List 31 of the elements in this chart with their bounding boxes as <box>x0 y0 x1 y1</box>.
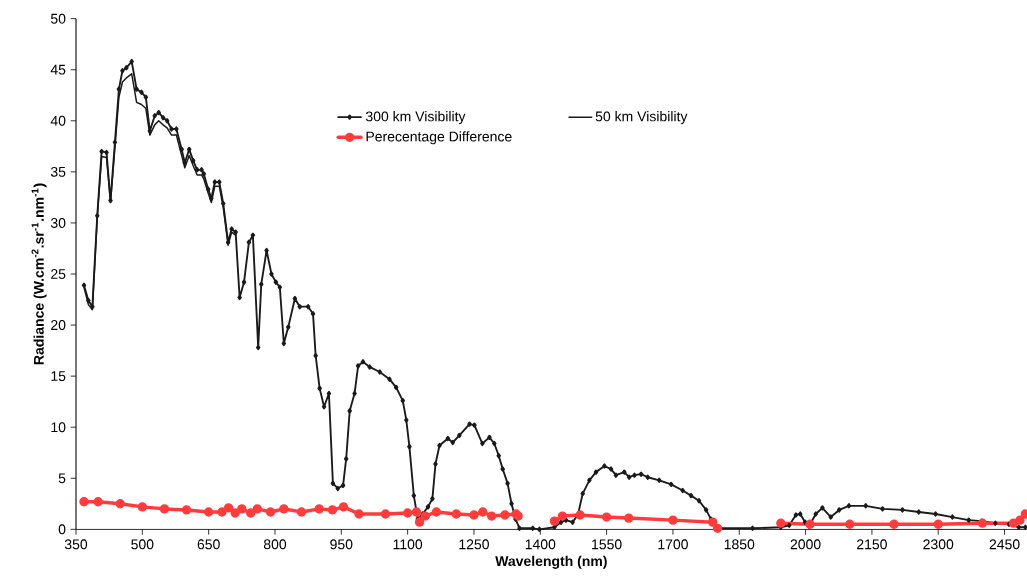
x-tick-label: 350 <box>64 539 88 550</box>
y-tick-label: 25 <box>51 269 66 279</box>
y-tick-label: 35 <box>50 166 66 177</box>
y-tick-label: 50 <box>50 13 66 24</box>
x-tick-label: 1100 <box>393 539 423 550</box>
legend-label: 300 km Visibility <box>365 111 466 125</box>
x-tick-label: 2300 <box>923 539 954 550</box>
x-tick-label: 500 <box>131 539 154 550</box>
x-tick-label: 800 <box>263 539 287 550</box>
y-tick-label: 45 <box>50 64 66 75</box>
x-tick-label: 650 <box>197 539 220 550</box>
y-tick-label: 0 <box>58 524 66 535</box>
x-tick-label: 1400 <box>525 539 556 550</box>
y-tick-label: 30 <box>50 217 66 228</box>
x-tick-label: 2450 <box>989 539 1020 550</box>
x-tick-label: 1700 <box>658 539 688 550</box>
x-axis-title: Wavelength (nm) <box>495 555 607 569</box>
x-tick-label: 950 <box>330 539 353 550</box>
y-tick-label: 5 <box>58 473 66 484</box>
x-tick-label: 1250 <box>459 539 489 550</box>
x-tick-label: 2000 <box>790 539 821 550</box>
x-tick-label: 1550 <box>592 539 622 550</box>
y-tick-label: 10 <box>51 422 66 433</box>
x-tick-label: 1850 <box>724 539 755 550</box>
y-tick-label: 20 <box>51 320 66 331</box>
y-tick-label: 40 <box>50 115 66 126</box>
legend-label: 50 km Visibility <box>595 111 688 125</box>
y-tick-label: 15 <box>51 371 66 382</box>
x-tick-label: 2150 <box>857 539 887 550</box>
legend-label: Perecentage Difference <box>366 131 512 145</box>
y-axis-title: Radiance (W.cm$^{-2}$.sr$^{-1}$.nm$^{-1}$) <box>31 183 47 365</box>
